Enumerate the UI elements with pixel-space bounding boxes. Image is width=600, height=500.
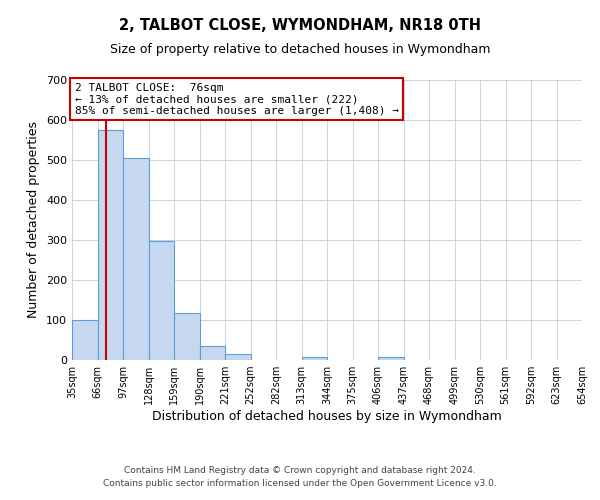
Bar (72, 320, 97, 360)
Bar (302, 357, 327, 360)
Text: 2 TALBOT CLOSE:  76sqm
← 13% of detached houses are smaller (222)
85% of semi-de: 2 TALBOT CLOSE: 76sqm ← 13% of detached … (74, 83, 398, 116)
Bar (97, 130, 123, 360)
Text: Size of property relative to detached houses in Wymondham: Size of property relative to detached ho… (110, 42, 490, 56)
Bar (174, 313, 200, 360)
Y-axis label: Number of detached properties: Number of detached properties (28, 122, 40, 318)
Bar (225, 354, 251, 360)
Bar (200, 346, 225, 360)
X-axis label: Distribution of detached houses by size in Wymondham: Distribution of detached houses by size … (152, 410, 502, 423)
Bar (378, 357, 404, 360)
Bar (123, 158, 149, 360)
Text: 2, TALBOT CLOSE, WYMONDHAM, NR18 0TH: 2, TALBOT CLOSE, WYMONDHAM, NR18 0TH (119, 18, 481, 32)
Text: Contains HM Land Registry data © Crown copyright and database right 2024.
Contai: Contains HM Land Registry data © Crown c… (103, 466, 497, 487)
Bar (149, 241, 174, 360)
